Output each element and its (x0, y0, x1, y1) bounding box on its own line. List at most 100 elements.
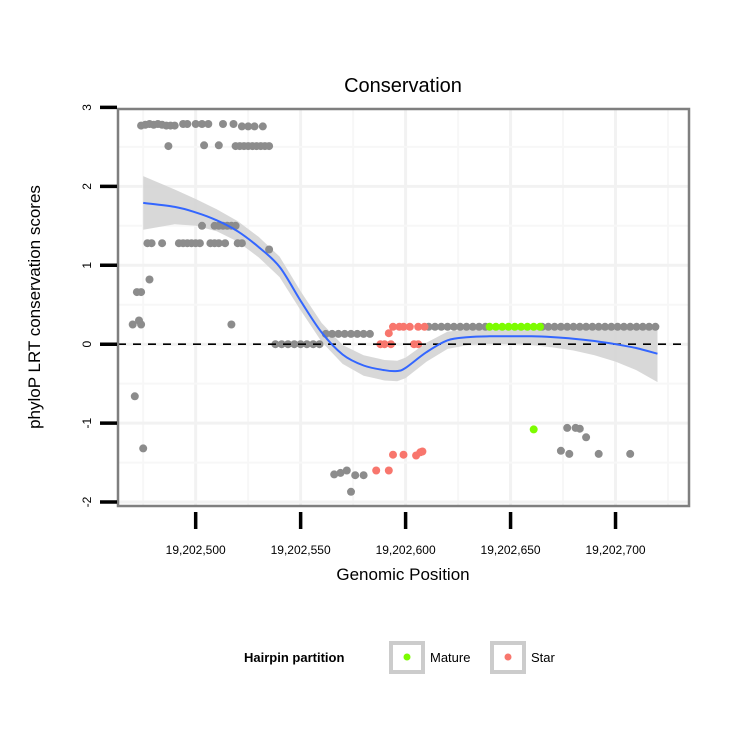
data-point-star (380, 340, 389, 349)
data-point-other (237, 239, 246, 248)
data-point-other (219, 120, 227, 128)
legend-label-mature: Mature (430, 650, 470, 665)
chart-title: Conservation (344, 75, 462, 97)
data-point-other (359, 329, 368, 338)
x-tick-label: 19,202,500 (166, 543, 226, 557)
data-point-other (170, 121, 179, 130)
data-point-other (342, 466, 351, 475)
data-point-other (594, 449, 603, 458)
data-point-other (563, 423, 572, 432)
data-point-other (449, 322, 458, 331)
data-point-mature (523, 322, 532, 331)
data-point-mature (529, 425, 538, 434)
data-point-mature (485, 322, 494, 331)
y-tick-label: 1 (80, 262, 94, 269)
data-point-other (328, 329, 337, 338)
data-point-other (351, 471, 360, 480)
data-point-other (191, 120, 200, 128)
data-point-other (462, 322, 471, 331)
data-point-other (565, 449, 574, 458)
data-point-other (556, 446, 565, 455)
data-point-other (336, 468, 345, 477)
data-point-mature (504, 322, 513, 331)
data-point-other (359, 471, 368, 480)
data-point-star (405, 322, 414, 331)
panel-background (118, 109, 689, 506)
data-point-other (437, 322, 446, 331)
data-point-mature (517, 322, 526, 331)
data-point-other (244, 122, 253, 131)
data-point-other (607, 322, 616, 331)
data-point-other (229, 120, 238, 128)
x-axis-title: Genomic Position (336, 565, 469, 584)
panel-border (116, 107, 691, 508)
data-point-other (195, 239, 204, 248)
data-point-other (164, 142, 173, 151)
data-point-other (137, 320, 146, 329)
data-point-other (569, 322, 578, 331)
data-point-other (601, 322, 609, 331)
data-point-star (389, 450, 397, 459)
data-point-other (594, 322, 603, 331)
data-point-other (198, 120, 206, 128)
y-tick-label: -1 (80, 417, 94, 428)
data-point-other (626, 322, 635, 331)
x-tick-label: 19,202,650 (481, 543, 541, 557)
data-point-other (204, 120, 213, 128)
legend-item-star[interactable]: Star (490, 641, 556, 674)
data-point-mature (498, 322, 507, 331)
x-tick-label: 19,202,700 (585, 543, 645, 557)
data-point-other (214, 239, 223, 248)
data-point-star (418, 447, 427, 456)
x-axis: 19,202,500 19,202,550 19,202,600 19,202,650… (166, 512, 646, 557)
data-point-other (626, 449, 635, 458)
y-axis-title: phyloP LRT conservation scores (25, 185, 44, 429)
x-tick-label: 19,202,600 (376, 543, 436, 557)
data-point-other (468, 322, 477, 331)
data-point-other (632, 322, 641, 331)
data-point-other (353, 329, 362, 338)
data-point-other (563, 322, 572, 331)
data-point-other (638, 322, 647, 331)
legend-marker-star (504, 653, 512, 661)
data-point-mature (536, 322, 544, 331)
x-tick-label: 19,202,550 (271, 543, 331, 557)
data-point-other (456, 322, 465, 331)
smooth-line-layer (143, 201, 658, 373)
data-point-other (550, 322, 559, 331)
data-point-other (139, 444, 148, 453)
data-point-star (384, 466, 393, 475)
data-point-other (221, 239, 230, 248)
y-tick-label: 2 (80, 183, 94, 190)
data-point-other (475, 322, 484, 331)
data-point-other (137, 288, 146, 297)
legend: Hairpin partition Mature Star (244, 641, 556, 674)
data-point-other (330, 470, 339, 479)
legend-item-mature[interactable]: Mature (389, 641, 470, 674)
gridlines (118, 109, 689, 506)
data-point-star (389, 322, 397, 331)
data-point-other (582, 322, 591, 331)
data-point-mature (529, 322, 538, 331)
data-point-other (575, 322, 584, 331)
legend-marker-mature (403, 653, 411, 661)
data-point-other (619, 322, 628, 331)
data-point-other (198, 221, 206, 230)
data-point-other (147, 239, 156, 248)
y-tick-label: 0 (80, 341, 94, 348)
data-point-other (258, 122, 267, 131)
data-point-other (214, 141, 223, 150)
data-point-other (588, 322, 597, 331)
data-point-star (399, 322, 408, 331)
y-tick-label: 3 (80, 104, 94, 111)
data-point-other (290, 340, 299, 349)
data-point-other (556, 322, 565, 331)
data-point-mature (491, 322, 500, 331)
y-tick-label: -2 (80, 496, 94, 507)
data-point-star (372, 466, 381, 475)
data-point-star (399, 450, 408, 459)
data-point-other (575, 424, 584, 433)
confidence-ribbon (143, 176, 658, 383)
data-point-other (277, 340, 286, 349)
data-point-star (384, 329, 393, 338)
